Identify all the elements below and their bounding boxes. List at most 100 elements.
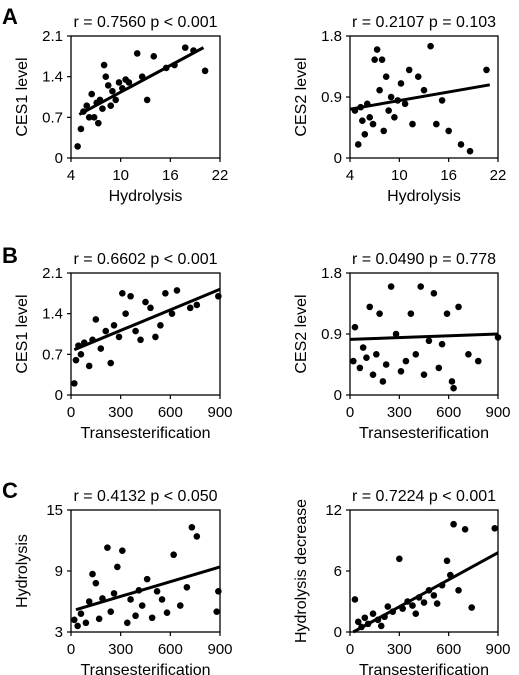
chart-2-point [433,120,440,128]
chart-6-xlabel: Transesterification [359,662,489,675]
chart-4-point [430,290,438,297]
chart-2-point [483,66,490,74]
chart-4-point [412,351,420,358]
chart-3-point [193,301,201,309]
chart-2-point [466,147,474,155]
chart-4-point [465,351,472,358]
chart-2-title: r = 0.2107 p = 0.103 [352,14,496,31]
chart-4-point [392,330,400,338]
chart-6-point [369,610,377,617]
chart-6-point [409,602,416,609]
chart-4-point [455,303,462,311]
chart-1-ylabel: CES1 level [14,57,31,136]
chart-3-trendline [73,287,221,352]
chart-6-xtick-label: 0 [346,641,354,658]
chart-5-point [119,547,126,554]
chart-2-point [391,114,398,121]
chart-3-point [132,327,139,335]
chart-4-xtick-label: 0 [346,404,354,421]
chart-2-point [366,114,374,121]
chart-4-point [359,344,367,351]
chart-6-point [420,599,428,606]
chart-3-point [137,336,144,344]
chart-4-point [425,337,433,345]
chart-4-point [379,378,387,385]
chart-3-ytick-label: 0 [55,387,63,404]
chart-2-xtick-label: 4 [346,167,354,184]
chart-4-point [494,334,502,341]
chart-5-xtick-label: 600 [158,641,183,658]
chart-3-frame [70,272,221,396]
chart-5-point [193,533,201,540]
chart-1-point [88,90,95,98]
chart-4-title: r = 0.0490 p = 0.778 [352,251,496,268]
chart-5-point [114,563,121,571]
chart-3-point [173,287,181,294]
chart-4-xtick-label: 900 [485,404,510,421]
chart-5-point [158,596,166,603]
chart-1-point [133,50,141,57]
chart-6-point [491,525,499,532]
chart-3-point [115,333,123,341]
chart-5-point [107,608,115,615]
chart-1-xtick-label: 16 [162,167,179,184]
chart-3-xtick-label: 0 [67,404,75,421]
chart-2-ytick-label: 1.8 [321,28,342,45]
chart-4-trendline [349,332,499,341]
chart-5-point [123,619,131,627]
chart-3-title: r = 0.6602 p < 0.001 [73,251,217,268]
chart-2-point [378,56,386,64]
chart-1-xtick-label: 4 [67,167,75,184]
chart-6-title: r = 0.7224 p < 0.001 [352,488,496,505]
chart-4-ytick-label: 1.8 [321,265,342,282]
chart-3-point [147,304,154,312]
chart-3-ytick-label: 2.1 [42,265,63,282]
chart-5-xtick-label: 0 [67,641,75,658]
chart-5-ylabel: Hydrolysis [14,534,31,608]
chart-1-point [201,67,209,75]
chart-5-xtick-label: 900 [207,641,232,658]
chart-1-point [99,105,106,112]
chart-1-point [102,73,110,80]
chart-3-ylabel: CES1 level [14,294,31,373]
chart-5-point [138,602,146,609]
chart-3-point [186,304,194,312]
chart-3-point [215,292,222,300]
chart-3-point [122,310,129,317]
chart-5-point [213,608,220,615]
chart-1-point [115,79,123,86]
chart-4-point [397,367,405,375]
chart-1-title: r = 0.7560 p < 0.001 [73,14,217,31]
chart-1-point [95,119,102,127]
chart-3-ytick-label: 0.7 [42,346,63,363]
chart-4-point [351,323,359,331]
chart-3-point [110,321,118,329]
chart-5-xlabel: Transesterification [80,662,210,675]
chart-5-xtick-label: 300 [108,641,133,658]
chart-3-point [97,345,105,352]
chart-3: r = 0.6602 p < 0.001 0 300 600 900 0 0.7 1.4 2.1… [14,251,233,442]
chart-4-point [373,351,380,358]
chart-3-xlabel: Transesterification [80,425,210,442]
chart-5-point [104,544,111,551]
chart-2-point [369,120,377,128]
chart-6-point [351,596,359,603]
chart-1-point [125,79,133,86]
chart-6-point [433,600,441,607]
chart-4-point [450,384,457,392]
chart-3-point [107,359,115,367]
chart-2-point [361,130,369,138]
chart-5-point [143,575,151,583]
chart-4: r = 0.0490 p = 0.778 0 300 600 900 0 0.9 1.8 Tra… [293,251,511,442]
chart-6-ytick-label: 12 [325,502,342,519]
chart-2-xtick-label: 10 [391,167,408,184]
chart-3-ytick-label: 1.4 [42,306,63,323]
chart-1-point [104,82,112,89]
chart-4-ylabel: CES2 level [293,294,310,373]
chart-2-point [397,80,405,87]
chart-5-point [85,598,93,605]
panel-label-c: C [2,478,18,503]
chart-5-point [77,610,85,617]
chart-2-point [420,86,428,94]
